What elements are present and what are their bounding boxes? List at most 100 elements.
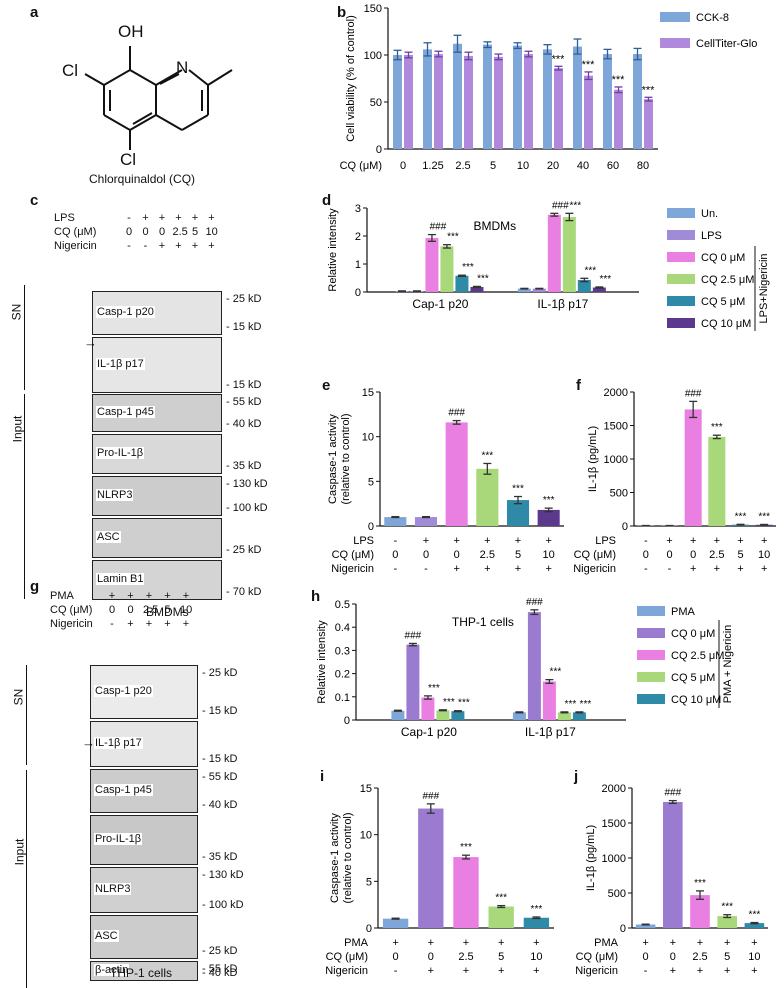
y-tick-label: 15 (360, 783, 372, 795)
condition-value: + (158, 240, 166, 252)
bar-cck-8 (573, 46, 582, 149)
bar-cck-8 (513, 45, 522, 149)
condition-value: 0 (666, 549, 672, 561)
marker-label: - 130 kD (202, 869, 244, 881)
condition-value: - (393, 535, 397, 547)
condition-value: + (463, 937, 469, 949)
y-tick-label: 0 (355, 287, 361, 299)
blot-asc (92, 518, 222, 558)
condition-value: + (724, 965, 730, 977)
legend-swatch (667, 274, 695, 284)
y-tick-label: 50 (370, 97, 382, 109)
condition-value: 5 (737, 549, 743, 561)
y-tick-label: 0 (620, 923, 626, 935)
condition-value: + (751, 965, 757, 977)
blot-label: ASC (94, 930, 119, 942)
bar (527, 612, 541, 720)
input-label: Input (12, 838, 27, 866)
significance-mark: ### (430, 222, 447, 233)
condition-value: 2.5 (172, 226, 188, 238)
y-tick-label: 0 (368, 521, 374, 533)
x-axis-label: CQ (μM) (340, 160, 382, 172)
legend-label: CQ 5 μM (671, 672, 715, 684)
x-tick-label: 0 (400, 160, 406, 172)
condition-value: + (127, 590, 134, 602)
y-axis-label: Caspase-1 activity (329, 813, 341, 903)
panel-label-h: h (311, 588, 321, 605)
chlorine-label-7: Cl (62, 61, 79, 80)
panel-label-c: c (30, 192, 39, 209)
condition-value: - (394, 965, 398, 977)
legend-label: CellTiter-Glo (696, 38, 757, 50)
marker-label: - 130 kD (226, 478, 268, 490)
legend-label: CQ 0 μM (701, 252, 745, 264)
condition-value: + (714, 535, 720, 547)
condition-value: + (182, 618, 190, 630)
y-tick-label: 100 (364, 50, 382, 62)
condition-label: PMA (594, 937, 619, 949)
blot-label: NLRP3 (94, 883, 132, 895)
bar (384, 517, 407, 526)
legend-swatch (637, 628, 665, 638)
significance-mark: ### (448, 408, 465, 419)
bar (635, 924, 656, 928)
x-tick-label: 20 (547, 160, 559, 172)
condition-value: - (110, 618, 114, 630)
bar (421, 697, 435, 720)
condition-value: + (392, 937, 398, 949)
significance-mark: *** (721, 902, 733, 913)
x-tick-label: 40 (577, 160, 589, 172)
y-axis-label: Relative intensity (316, 620, 328, 704)
condition-value: - (668, 563, 672, 575)
condition-value: + (453, 535, 459, 547)
condition-label: Nigericin (574, 563, 616, 575)
y-tick-label: 0.4 (335, 622, 350, 634)
y-tick-label: 2000 (602, 783, 626, 795)
sn-label: SN (11, 688, 26, 706)
panel-label-f: f (576, 377, 581, 394)
significance-mark: *** (550, 667, 562, 678)
legend-swatch (667, 208, 695, 218)
condition-value: 0 (643, 549, 649, 561)
legend-label: CQ 10 μM (701, 318, 751, 330)
condition-value: + (484, 535, 490, 547)
condition-value: + (164, 618, 171, 630)
condition-value: + (724, 937, 730, 949)
significance-mark: *** (599, 274, 611, 285)
bar (506, 500, 530, 526)
condition-value: + (666, 535, 672, 547)
condition-value: 10 (748, 951, 760, 963)
legend-swatch (667, 252, 695, 262)
legend-label: CQ 5 μM (701, 296, 745, 308)
condition-value: + (761, 535, 767, 547)
condition-value: + (208, 240, 215, 252)
x-tick-label: 2.5 (455, 160, 470, 172)
input-bracket (26, 770, 27, 988)
legend-label: CQ 2.5 μM (671, 650, 724, 662)
blot-label: Casp-1 p45 (94, 784, 153, 796)
condition-label: CQ (μM) (332, 549, 374, 561)
y-tick-label: 10 (362, 432, 374, 444)
y-tick-label: 15 (362, 387, 374, 399)
condition-label: CQ (μM) (326, 951, 368, 963)
y-tick-label: 0.3 (335, 645, 350, 657)
significance-mark: *** (582, 59, 596, 71)
marker-label: - 55 kD (202, 963, 238, 975)
condition-value: 10 (543, 549, 555, 561)
condition-value: + (182, 590, 190, 602)
significance-mark: *** (735, 511, 747, 522)
bar (425, 237, 439, 292)
bar-cck-8 (543, 49, 552, 149)
condition-value: 10 (205, 226, 218, 238)
bar (663, 802, 683, 928)
marker-label: - 15 kD (202, 753, 238, 765)
bar (517, 288, 531, 292)
panel-label-g: g (30, 578, 40, 595)
condition-value: 5 (498, 951, 504, 963)
marker-label: - 55 kD (202, 771, 238, 783)
hydroxyl-label: OH (118, 22, 144, 41)
marker-label: - 40 kD (226, 418, 262, 430)
condition-value: + (191, 240, 199, 252)
condition-value: - (127, 212, 131, 224)
condition-value: + (175, 212, 182, 224)
